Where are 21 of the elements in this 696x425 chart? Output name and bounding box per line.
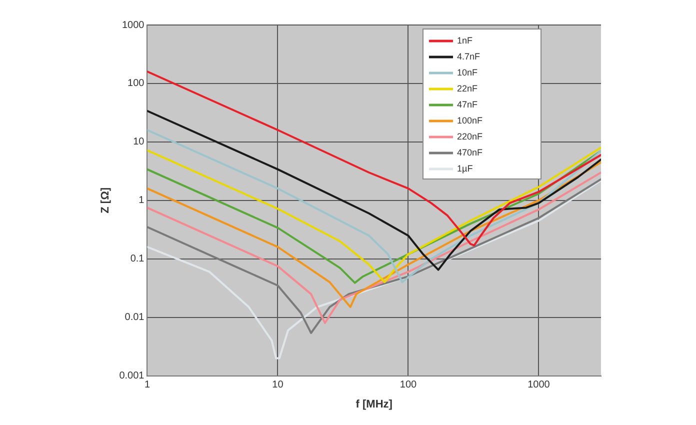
legend-label: 220nF (457, 131, 484, 142)
legend-label: 470nF (457, 147, 484, 158)
y-tick-label: 1 (138, 195, 145, 206)
y-tick-label: 0.01 (124, 312, 145, 324)
legend-label: 47nF (457, 99, 478, 110)
legend-label: 4.7nF (457, 51, 481, 62)
x-tick-label: 100 (400, 380, 418, 391)
y-tick-label: 1000 (122, 20, 145, 31)
legend-label: 10nF (457, 67, 478, 78)
x-axis-title: f [MHz] (356, 398, 393, 410)
legend-label: 22nF (457, 83, 478, 94)
y-tick-label: 0.001 (119, 370, 145, 382)
legend-label: 1nF (457, 35, 474, 46)
legend-label: 1µF (457, 163, 474, 174)
y-axis-title: Z [Ω] (100, 187, 112, 214)
y-tick-label: 100 (128, 78, 145, 90)
x-tick-label: 1000 (528, 380, 550, 391)
legend-label: 100nF (457, 115, 484, 126)
x-tick-label: 10 (272, 380, 284, 391)
y-tick-label: 0.1 (130, 254, 145, 265)
y-tick-label: 10 (133, 136, 145, 148)
